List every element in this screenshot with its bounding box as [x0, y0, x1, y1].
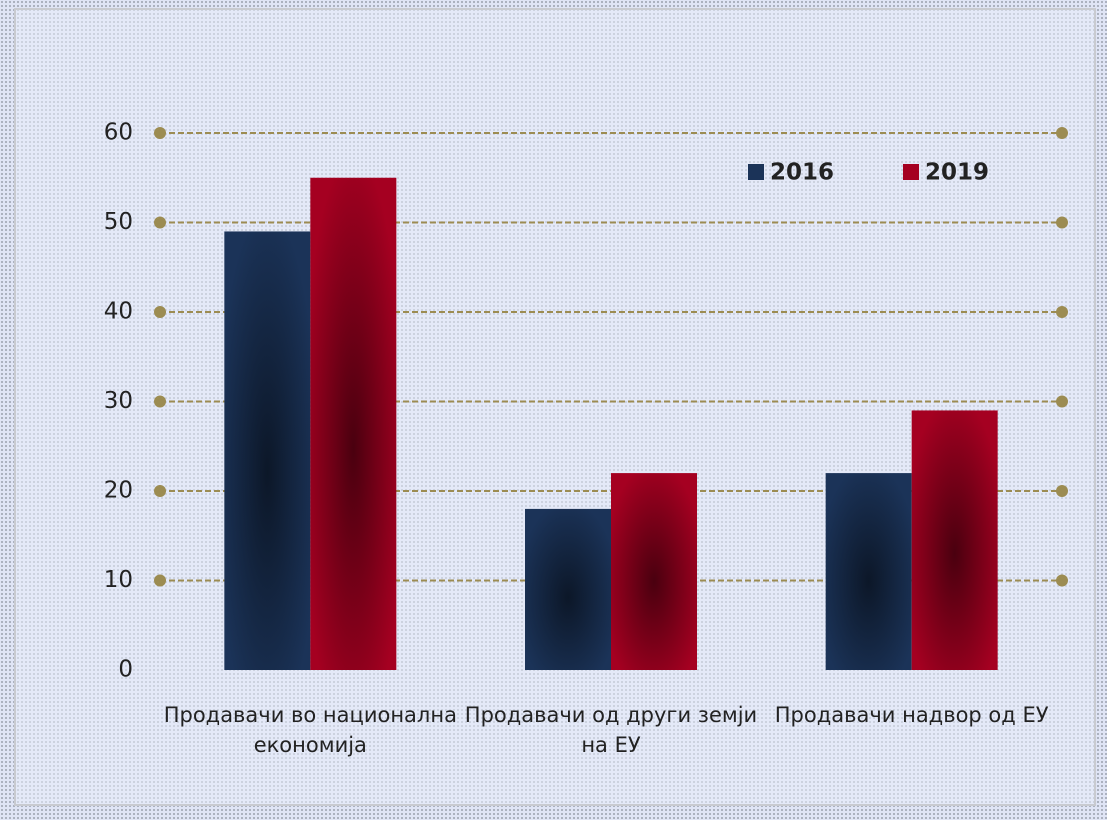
- grid-dot: [1056, 395, 1068, 408]
- x-tick-label: Продавачи во национална економија: [163, 703, 457, 757]
- grid-dot: [1056, 574, 1068, 587]
- grid-dot: [154, 485, 166, 497]
- grid-dot: [1056, 306, 1068, 318]
- grid-dot: [154, 306, 166, 318]
- grid-dot: [1056, 127, 1068, 139]
- grid-dot: [1056, 485, 1068, 497]
- bar: [525, 508, 611, 670]
- y-tick-label: 50: [104, 209, 133, 235]
- grid-dot: [154, 395, 166, 408]
- y-tick-label: 10: [104, 567, 133, 593]
- bar: [825, 473, 912, 670]
- grid-dot: [154, 216, 166, 229]
- y-tick-label: 60: [104, 120, 133, 146]
- grid-dot: [154, 127, 166, 139]
- bar: [224, 231, 311, 670]
- bar: [911, 410, 998, 670]
- legend-swatch: [903, 164, 919, 180]
- y-tick-label: 40: [104, 299, 133, 325]
- x-tick-label: Продавачи од други земји на ЕУ: [464, 703, 758, 757]
- bar: [611, 473, 697, 670]
- legend-label: 2016: [770, 160, 834, 186]
- y-tick-label: 0: [118, 657, 133, 683]
- frame: [14, 8, 1096, 806]
- y-tick-label: 30: [104, 388, 133, 414]
- grid-dot: [1056, 216, 1068, 229]
- grid-dot: [154, 574, 166, 587]
- y-tick-label: 20: [104, 478, 133, 504]
- legend-swatch: [748, 164, 764, 180]
- bar: [310, 177, 397, 670]
- x-tick-label: Продавачи надвор од ЕУ: [774, 703, 1049, 727]
- legend-label: 2019: [925, 160, 989, 186]
